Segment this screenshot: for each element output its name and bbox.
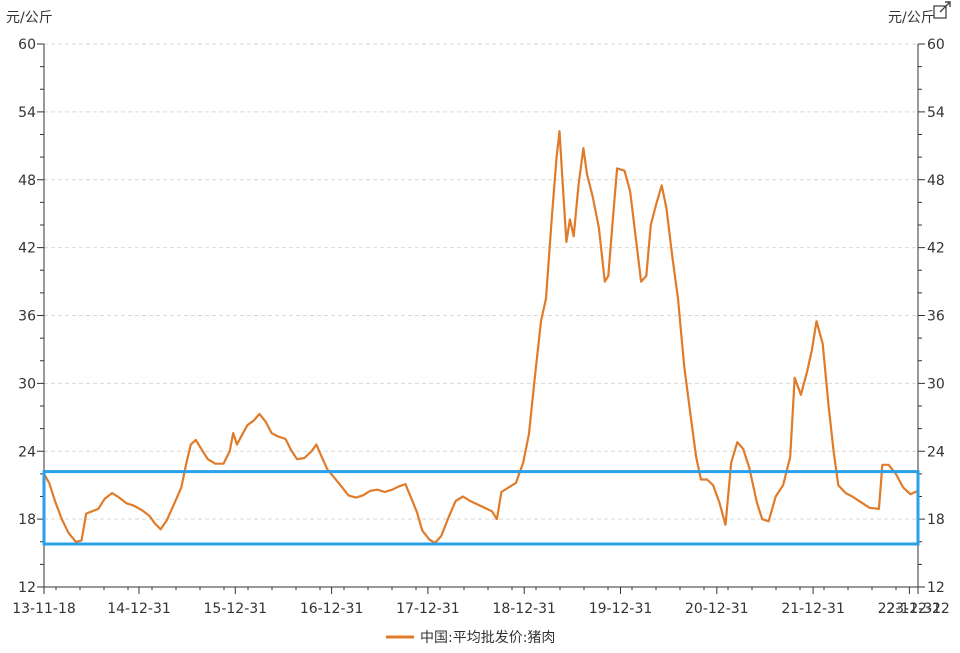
y-tick-label-left: 54 bbox=[18, 105, 36, 121]
y-tick-label-right: 36 bbox=[927, 309, 945, 325]
x-tick-label: 20-12-31 bbox=[685, 601, 749, 617]
x-tick-label: 16-12-31 bbox=[300, 601, 364, 617]
y-tick-label-left: 48 bbox=[18, 173, 36, 189]
y-tick-label-left: 30 bbox=[18, 376, 36, 392]
y-axis-right: 12 18 24 30 36 42 48 54 60 bbox=[917, 37, 945, 596]
y-tick-label-left: 24 bbox=[18, 444, 36, 460]
x-tick-label: 14-12-31 bbox=[107, 601, 171, 617]
x-tick-label: 22-12-31 bbox=[878, 601, 942, 617]
highlight-box bbox=[42, 470, 920, 546]
x-tick-label: 13-11-18 bbox=[12, 601, 76, 617]
series-line-pork bbox=[43, 130, 919, 544]
y-tick-label-left: 36 bbox=[18, 309, 36, 325]
y-tick-label-right: 12 bbox=[927, 580, 945, 596]
grid-lines bbox=[44, 43, 918, 520]
y-unit-left: 元/公斤 bbox=[6, 10, 53, 26]
legend: 中国:平均批发价:猪肉 bbox=[386, 630, 555, 646]
expand-icon[interactable] bbox=[933, 1, 951, 19]
legend-label: 中国:平均批发价:猪肉 bbox=[420, 630, 555, 646]
y-tick-label-right: 60 bbox=[927, 37, 945, 53]
y-tick-label-right: 48 bbox=[927, 173, 945, 189]
x-tick-label: 19-12-31 bbox=[589, 601, 653, 617]
y-tick-label-right: 42 bbox=[927, 241, 945, 257]
x-tick-label: 23-12-22 bbox=[886, 601, 950, 617]
y-tick-label-right: 30 bbox=[927, 376, 945, 392]
x-tick-label: 18-12-31 bbox=[492, 601, 556, 617]
y-axis-left: 12 18 24 30 36 42 48 54 60 bbox=[18, 37, 45, 596]
y-tick-label-right: 24 bbox=[927, 444, 945, 460]
y-tick-label-right: 54 bbox=[927, 105, 945, 121]
y-tick-label-right: 18 bbox=[927, 512, 945, 528]
x-tick-label: 21-12-31 bbox=[781, 601, 845, 617]
y-tick-label-left: 42 bbox=[18, 241, 36, 257]
x-tick-label: 15-12-31 bbox=[204, 601, 268, 617]
y-unit-right: 元/公斤 bbox=[888, 10, 935, 26]
y-tick-label-left: 12 bbox=[18, 580, 36, 596]
x-axis: 13-11-18 14-12-31 15-12-31 16-12-31 17-12-31… bbox=[12, 586, 950, 617]
y-tick-label-left: 18 bbox=[18, 512, 36, 528]
y-tick-label-left: 60 bbox=[18, 37, 36, 53]
x-tick-label: 17-12-31 bbox=[396, 601, 460, 617]
